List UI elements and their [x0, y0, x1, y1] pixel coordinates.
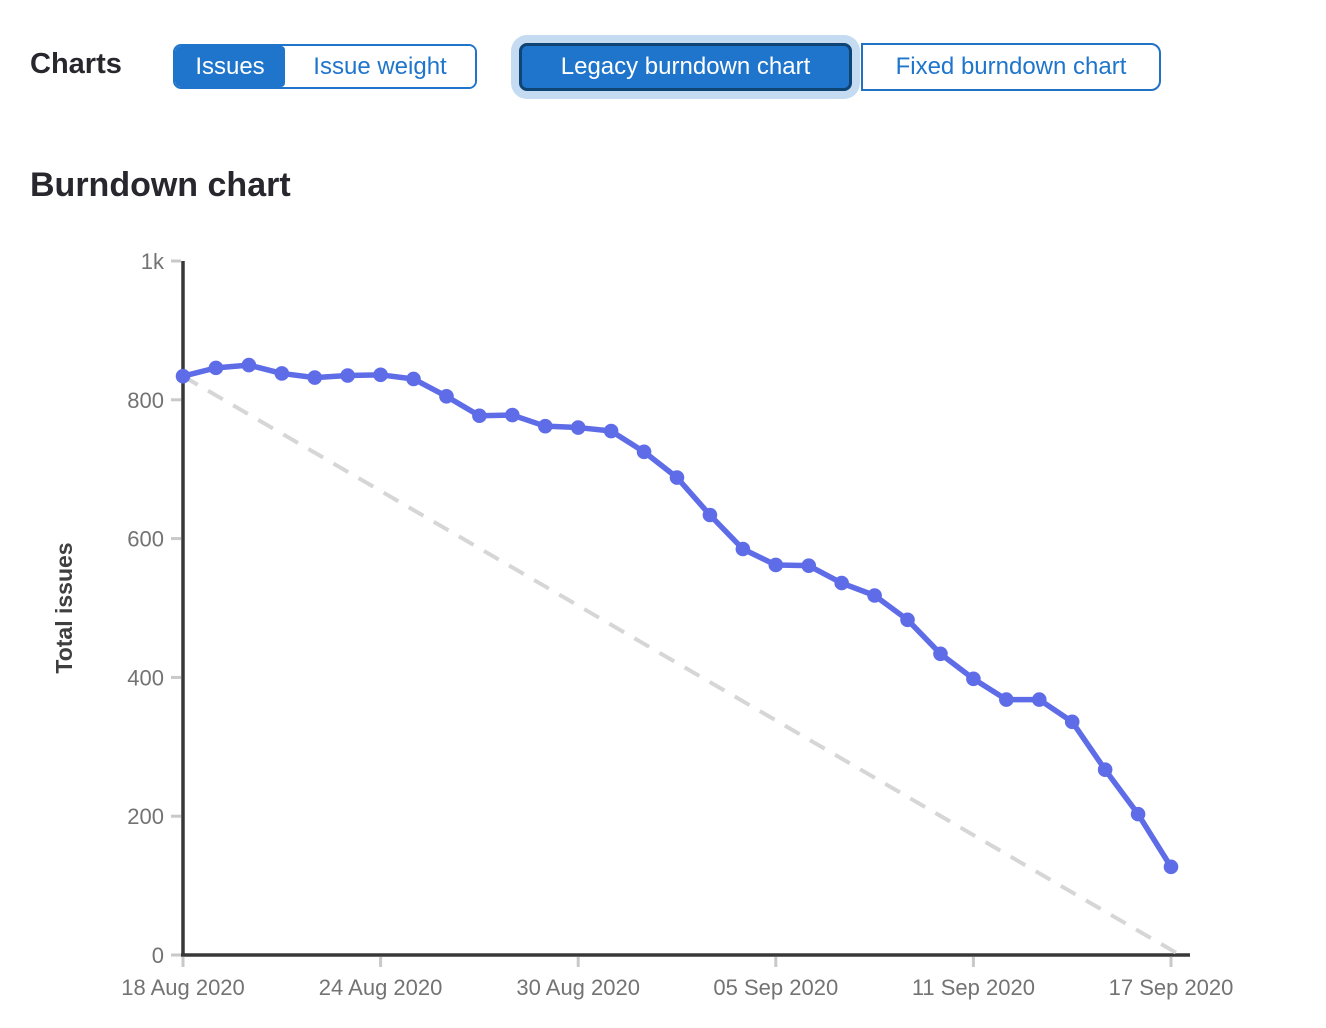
burndown-point[interactable]: [636, 444, 652, 460]
y-tick-label: 400: [127, 665, 164, 690]
burndown-point[interactable]: [373, 367, 388, 383]
y-tick-label: 0: [152, 943, 164, 968]
y-tick-label: 800: [127, 388, 164, 413]
burndown-point[interactable]: [735, 541, 751, 557]
burndown-point[interactable]: [1031, 692, 1047, 707]
burndown-point[interactable]: [274, 366, 290, 381]
burndown-point[interactable]: [1163, 859, 1179, 875]
burndown-point[interactable]: [1064, 714, 1080, 730]
issue-weight-toggle-button[interactable]: Issue weight: [285, 46, 475, 87]
page-title: Burndown chart: [30, 166, 291, 204]
charts-label: Charts: [30, 48, 122, 80]
burndown-point[interactable]: [208, 360, 224, 376]
burndown-point[interactable]: [537, 418, 553, 434]
y-tick-label: 200: [127, 804, 164, 829]
burndown-point[interactable]: [241, 357, 257, 373]
x-tick-label: 24 Aug 2020: [319, 975, 443, 1000]
burndown-point[interactable]: [472, 408, 487, 424]
burndown-point[interactable]: [900, 612, 915, 628]
x-tick-label: 17 Sep 2020: [1109, 975, 1234, 1000]
burndown-point[interactable]: [966, 671, 981, 687]
x-tick-label: 05 Sep 2020: [713, 975, 838, 1000]
burndown-point[interactable]: [669, 470, 685, 485]
y-tick-label: 600: [127, 527, 164, 552]
burndown-point[interactable]: [570, 420, 586, 435]
ideal-guideline: [181, 374, 1182, 957]
burndown-chart-canvas: 0 200 400 600 800 1k 18 Aug 2020 24 Aug 2020 30 …: [51, 249, 1234, 1000]
metric-toggle-group: Issues Issue weight: [173, 44, 477, 89]
burndown-point[interactable]: [768, 557, 784, 573]
burndown-point[interactable]: [1097, 762, 1113, 778]
burndown-point[interactable]: [834, 575, 849, 591]
burndown-point[interactable]: [505, 407, 520, 423]
y-axis-title: Total issues: [51, 542, 77, 673]
burndown-point[interactable]: [175, 368, 191, 384]
y-tick-label: 1k: [141, 249, 165, 274]
chart-type-toggle-group: Legacy burndown chart Fixed burndown cha…: [519, 43, 1161, 91]
burndown-point[interactable]: [1130, 806, 1146, 822]
burndown-point[interactable]: [603, 423, 619, 439]
burndown-line: [180, 362, 1174, 870]
burndown-point[interactable]: [999, 692, 1014, 707]
burndown-point[interactable]: [702, 507, 718, 523]
burndown-point[interactable]: [867, 588, 882, 603]
legacy-burndown-chart-button[interactable]: Legacy burndown chart: [519, 43, 852, 91]
burndown-point[interactable]: [340, 368, 355, 383]
burndown-point[interactable]: [406, 371, 421, 387]
burndown-point[interactable]: [801, 558, 817, 573]
x-tick-label: 30 Aug 2020: [516, 975, 640, 1000]
fixed-burndown-chart-button[interactable]: Fixed burndown chart: [861, 43, 1161, 91]
issues-toggle-button[interactable]: Issues: [175, 46, 285, 87]
burndown-point[interactable]: [307, 370, 323, 385]
x-tick-label: 18 Aug 2020: [121, 975, 245, 1000]
burndown-point[interactable]: [933, 646, 948, 662]
x-tick-label: 11 Sep 2020: [912, 975, 1035, 1000]
burndown-point[interactable]: [439, 389, 454, 404]
